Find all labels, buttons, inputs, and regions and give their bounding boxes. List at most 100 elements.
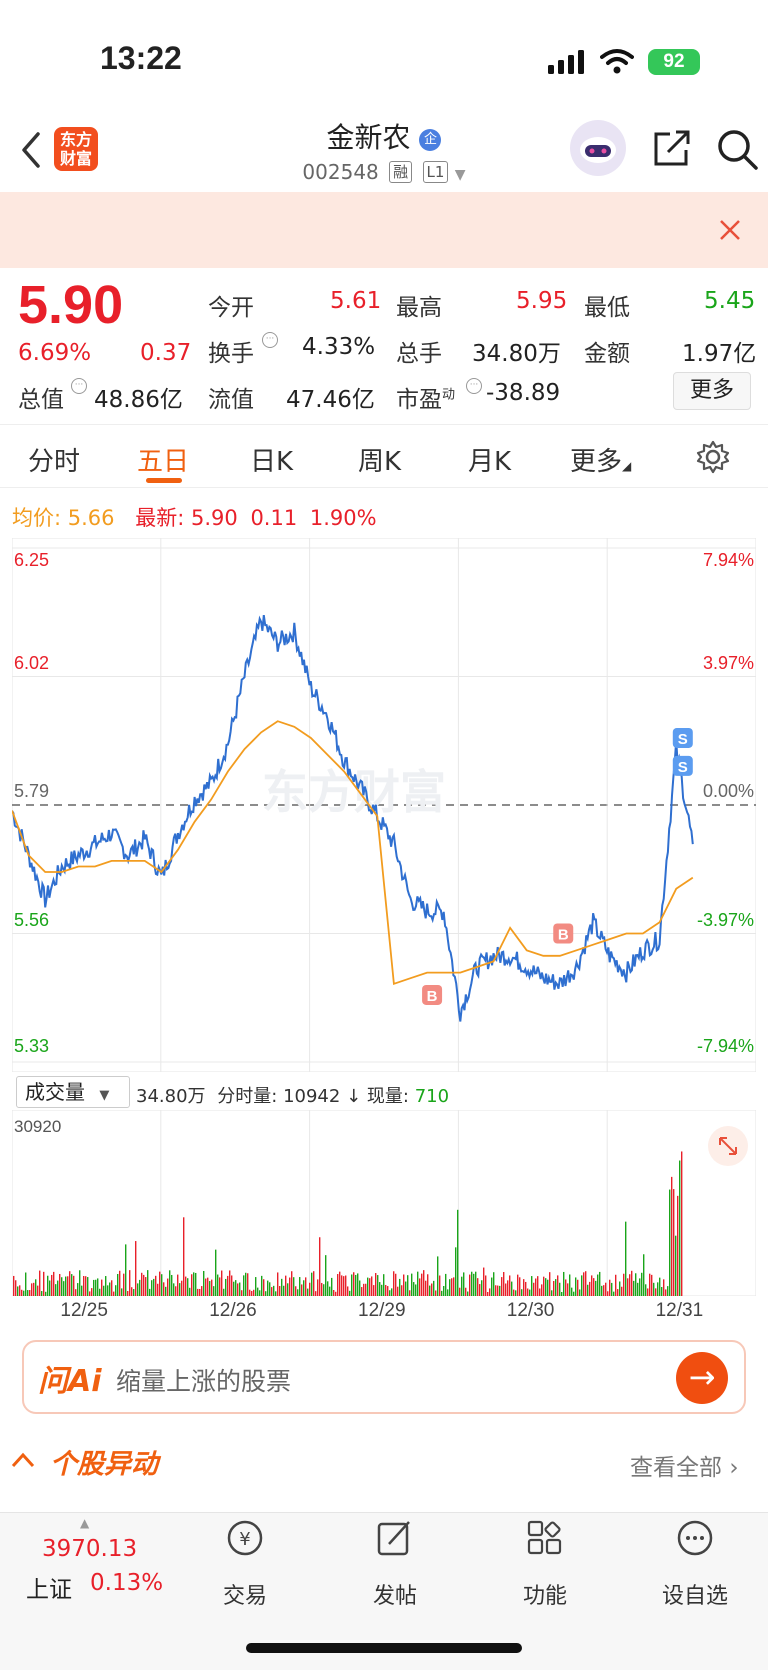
- latest-change: 0.11: [250, 506, 298, 530]
- tab-weekly-k[interactable]: 周K: [358, 447, 402, 477]
- volume-bar: [113, 1291, 115, 1296]
- volume-bar: [509, 1275, 511, 1296]
- chart-info: 均价: 5.66 最新: 5.90 0.11 1.90%: [12, 502, 377, 532]
- volume-bar: [579, 1289, 581, 1296]
- promo-banner[interactable]: [0, 192, 768, 268]
- share-icon[interactable]: [652, 128, 692, 168]
- float-value: 47.46亿: [286, 387, 375, 413]
- volume-bar: [197, 1288, 199, 1296]
- volume-bar: [407, 1275, 409, 1296]
- x-tick-label: 12/30: [506, 1300, 555, 1321]
- index-value[interactable]: 3970.13: [42, 1536, 138, 1562]
- enterprise-badge: 企: [419, 129, 442, 151]
- volume-bar: [91, 1288, 93, 1296]
- y-pct-tick-label: 7.94%: [702, 550, 754, 570]
- volume-bar: [389, 1290, 391, 1296]
- volume-bar: [497, 1285, 499, 1296]
- volume-bar: [479, 1284, 481, 1296]
- volume-chart[interactable]: 30920: [12, 1110, 756, 1296]
- info-icon[interactable]: ···: [71, 378, 87, 394]
- avg-label: 均价:: [12, 506, 62, 530]
- volume-bar: [503, 1272, 505, 1296]
- home-indicator: [246, 1643, 522, 1653]
- volume-bar: [635, 1273, 637, 1296]
- change-amt: 0.37: [140, 340, 192, 366]
- nav-trade[interactable]: 交易: [222, 1584, 267, 1609]
- trade-icon: ¥: [227, 1520, 263, 1556]
- indicator-select[interactable]: 成交量 ▼: [16, 1076, 130, 1108]
- close-icon[interactable]: [718, 218, 742, 242]
- volume-bar: [573, 1291, 575, 1296]
- search-icon[interactable]: [716, 128, 760, 172]
- x-tick-label: 12/31: [655, 1300, 704, 1321]
- volume-bar: [65, 1276, 67, 1296]
- assistant-avatar[interactable]: [570, 120, 626, 176]
- tab-more[interactable]: 更多◢: [570, 441, 631, 478]
- buy-marker: [553, 923, 574, 944]
- more-quote-button[interactable]: 更多: [673, 372, 751, 410]
- volume-bar: [391, 1288, 393, 1296]
- volume-bar: [385, 1284, 387, 1296]
- volume-bar: [383, 1274, 385, 1296]
- volume-bar: [245, 1272, 247, 1296]
- chevron-up-icon[interactable]: [10, 1450, 36, 1470]
- pe-value: -38.89: [486, 380, 561, 406]
- volume-bar: [55, 1284, 57, 1296]
- volume-bar: [143, 1274, 145, 1296]
- volume-bar: [89, 1291, 91, 1296]
- tab-daily-k[interactable]: 日K: [250, 447, 294, 477]
- tab-monthly-k[interactable]: 月K: [468, 447, 512, 477]
- volume-bar: [543, 1276, 545, 1296]
- tab-intraday[interactable]: 分时: [28, 447, 81, 477]
- volume-bar: [669, 1189, 671, 1296]
- info-icon[interactable]: ···: [466, 378, 482, 394]
- volume-bar: [267, 1280, 269, 1296]
- info-icon[interactable]: ···: [262, 332, 278, 348]
- volume-bar: [131, 1287, 133, 1296]
- grid-icon: [527, 1520, 562, 1555]
- volume-bar: [507, 1280, 509, 1296]
- volume-bar: [425, 1280, 427, 1296]
- sell-marker-label: S: [678, 759, 688, 776]
- app-logo: 东方财富: [54, 127, 98, 171]
- index-pct[interactable]: 0.13%: [90, 1570, 164, 1596]
- volume-bar: [185, 1276, 187, 1296]
- volume-bar: [387, 1286, 389, 1296]
- price-chart[interactable]: 东方财富 B B SS: [12, 538, 756, 1072]
- nav-functions[interactable]: 功能: [522, 1584, 567, 1609]
- stock-code-row[interactable]: 002548 融 L1 ▼: [0, 160, 768, 184]
- volume-bar: [565, 1279, 567, 1296]
- tab-five-day[interactable]: 五日: [137, 447, 190, 477]
- gear-icon[interactable]: [696, 440, 730, 474]
- volume-bar: [443, 1286, 445, 1296]
- volume-bar: [657, 1282, 659, 1296]
- view-all-link[interactable]: 查看全部 ›: [630, 1448, 739, 1482]
- nav-post[interactable]: 发帖: [372, 1584, 417, 1609]
- ask-ai-input[interactable]: 缩量上涨的股票: [116, 1367, 292, 1396]
- volume-bar: [489, 1288, 491, 1296]
- volume-bar: [149, 1288, 151, 1296]
- volume-bar: [293, 1277, 295, 1296]
- nav-watchlist[interactable]: 设自选: [661, 1584, 728, 1609]
- volume-bar: [153, 1278, 155, 1296]
- volume-bar: [513, 1289, 515, 1296]
- volume-bar: [547, 1279, 549, 1296]
- minute-volume-label: 分时量:: [217, 1086, 278, 1107]
- volume-bar: [393, 1271, 395, 1296]
- volume-bar: [125, 1244, 127, 1296]
- volume-bar: [541, 1284, 543, 1296]
- ask-ai-bar[interactable]: [22, 1340, 746, 1414]
- volume-bar: [413, 1282, 415, 1296]
- volume-bar: [437, 1256, 439, 1296]
- volume-bar: [333, 1290, 335, 1296]
- expand-icon[interactable]: [708, 1126, 748, 1166]
- volume-bar: [129, 1270, 131, 1296]
- volume-bar: [581, 1275, 583, 1296]
- volume-bar: [199, 1288, 201, 1296]
- volume-bar: [375, 1273, 377, 1296]
- volume-bar: [359, 1280, 361, 1296]
- index-name[interactable]: 上证: [26, 1577, 72, 1603]
- back-icon[interactable]: [18, 130, 44, 170]
- volume-bar: [107, 1285, 109, 1296]
- ask-submit-button[interactable]: →: [676, 1352, 728, 1404]
